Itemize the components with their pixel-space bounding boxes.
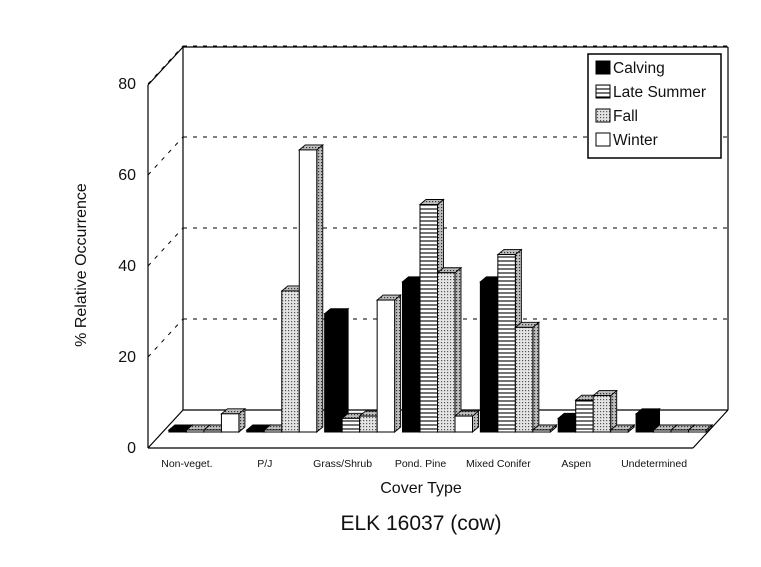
legend-label: Late Summer xyxy=(613,84,706,101)
gridline-side xyxy=(147,45,184,85)
bar xyxy=(298,143,325,433)
bar xyxy=(591,389,618,433)
x-tick-label: Undetermined xyxy=(621,458,687,470)
legend-item: Late Summer xyxy=(595,84,706,101)
legend: Calving Late Summer Fall Winter xyxy=(587,53,722,159)
gridline-side xyxy=(147,318,184,358)
y-tick-labels: 0 20 40 60 80 xyxy=(118,76,136,457)
plot-box xyxy=(147,46,729,449)
y-axis-label: % Relative Occurrence xyxy=(73,183,90,347)
x-tick-label: Mixed Conifer xyxy=(466,458,531,470)
y-tick-label: 80 xyxy=(118,76,136,93)
gridline-side xyxy=(147,227,184,267)
y-tick-label: 40 xyxy=(118,258,136,275)
bar xyxy=(436,266,463,433)
legend-item: Fall xyxy=(595,108,638,125)
legend-label: Fall xyxy=(613,108,638,125)
x-tick-label: Pond. Pine xyxy=(395,458,447,470)
x-axis-label: Cover Type xyxy=(380,480,462,497)
legend-swatch xyxy=(595,108,611,123)
legend-swatch xyxy=(595,84,611,99)
x-tick-labels: Non-veget. P/J Grass/Shrub Pond. Pine Mixed … xyxy=(161,458,687,470)
legend-label: Winter xyxy=(613,132,658,149)
x-tick-label: P/J xyxy=(257,458,272,470)
legend-item: Winter xyxy=(595,132,658,149)
bar xyxy=(514,321,541,433)
y-tick-label: 0 xyxy=(127,440,136,457)
bar xyxy=(453,410,480,433)
x-tick-label: Non-veget. xyxy=(161,458,212,470)
legend-label: Calving xyxy=(613,60,665,77)
y-tick-label: 60 xyxy=(118,167,136,184)
legend-item: Calving xyxy=(595,60,665,77)
bar xyxy=(609,424,636,433)
bars xyxy=(167,143,714,433)
x-tick-label: Grass/Shrub xyxy=(313,458,372,470)
legend-swatch xyxy=(595,60,611,75)
gridline-side xyxy=(147,136,184,176)
x-tick-label: Aspen xyxy=(561,458,591,470)
y-tick-label: 20 xyxy=(118,349,136,366)
bar xyxy=(687,424,714,433)
bar xyxy=(323,307,350,433)
bar xyxy=(375,294,402,433)
bar xyxy=(220,407,247,433)
bar xyxy=(531,424,558,433)
legend-swatch xyxy=(595,132,611,147)
chart-title: ELK 16037 (cow) xyxy=(340,512,501,535)
